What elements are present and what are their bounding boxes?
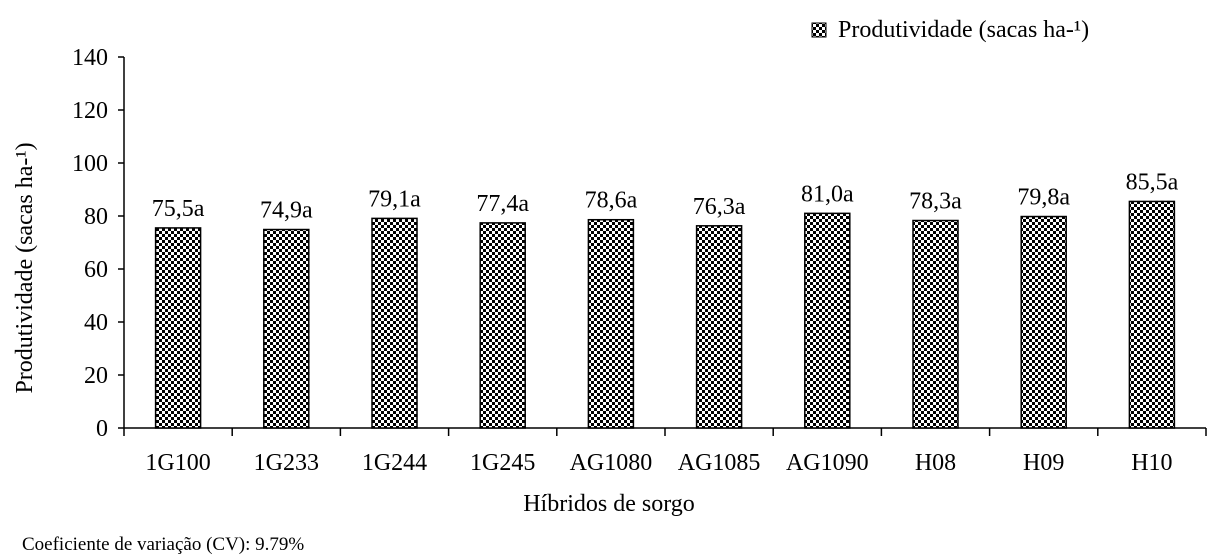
y-tick-label: 100 — [72, 151, 108, 177]
bar — [263, 228, 310, 429]
y-tick-label: 40 — [84, 310, 108, 336]
legend-label: Produtividade (sacas ha-¹) — [838, 17, 1089, 43]
bar — [1128, 200, 1176, 429]
y-tick-label: 80 — [84, 204, 108, 230]
y-axis: 0 20 40 60 80 100 120 140 — [72, 45, 125, 442]
legend: Produtividade (sacas ha-¹) — [811, 17, 1089, 43]
x-axis-title: Híbridos de sorgo — [523, 491, 695, 517]
data-label: 79,1a — [368, 186, 421, 212]
y-tick-label: 0 — [96, 416, 108, 442]
bar — [479, 222, 526, 429]
legend-swatch — [811, 22, 827, 38]
y-tick-label: 140 — [72, 45, 108, 71]
x-tick-label: 1G245 — [470, 450, 535, 476]
data-label: 75,5a — [152, 196, 205, 222]
x-tick-label: AG1090 — [786, 450, 869, 476]
x-tick-label: H08 — [915, 450, 956, 476]
data-label: 78,6a — [585, 188, 638, 214]
x-tick-label: 1G100 — [145, 450, 210, 476]
x-tick-label: H10 — [1131, 450, 1172, 476]
x-tick-label: 1G233 — [254, 450, 319, 476]
data-label: 85,5a — [1126, 169, 1179, 195]
y-tick-label: 120 — [72, 98, 108, 124]
data-label: 78,3a — [909, 189, 962, 215]
x-axis: 1G100 1G233 1G244 1G245 AG1080 AG1085 AG1090 H0… — [123, 427, 1207, 476]
x-tick-label: AG1085 — [678, 450, 761, 476]
bar-labels: 75,5a 74,9a 79,1a 77,4a 78,6a 76,3a 81,0a 78,3a… — [152, 169, 1179, 223]
bar-chart: Produtividade (sacas ha-¹) 0 20 40 60 80 100 1… — [12, 17, 1207, 517]
bar — [1020, 215, 1067, 429]
y-axis-title: Produtividade (sacas ha-¹) — [12, 142, 38, 393]
data-label: 77,4a — [476, 191, 529, 217]
cv-footnote: Coeficiente de variação (CV): 9.79% — [22, 534, 305, 555]
data-label: 74,9a — [260, 198, 313, 224]
bar — [804, 212, 851, 429]
y-tick-label: 20 — [84, 363, 108, 389]
data-label: 81,0a — [801, 181, 854, 207]
bar — [695, 225, 743, 429]
bar — [912, 219, 959, 429]
bar — [587, 218, 635, 429]
x-tick-label: AG1080 — [570, 450, 653, 476]
bar — [154, 227, 202, 429]
x-tick-label: 1G244 — [362, 450, 427, 476]
y-tick-label: 60 — [84, 257, 108, 283]
bar — [371, 217, 418, 429]
data-label: 76,3a — [693, 194, 746, 220]
data-label: 79,8a — [1017, 185, 1070, 211]
x-tick-label: H09 — [1023, 450, 1064, 476]
bars — [154, 200, 1176, 429]
